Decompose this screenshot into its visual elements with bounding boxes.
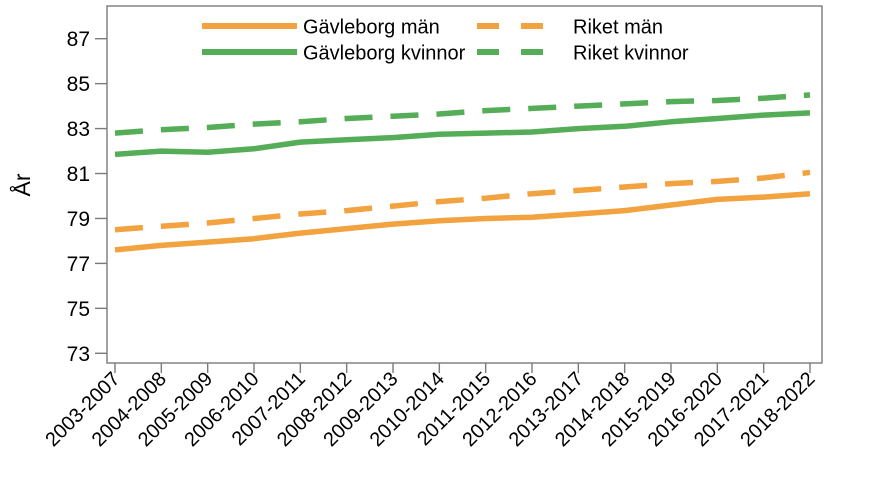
legend-label-0: Gävleborg män [303,17,440,39]
y-tick-label: 81 [67,163,90,186]
y-tick-label: 87 [67,28,90,51]
legend-label-3: Riket kvinnor [573,43,689,65]
series-line-0 [114,190,811,253]
y-tick-label: 85 [67,73,90,96]
series-line-3 [114,92,811,136]
series-line-1 [114,110,811,158]
plot-border [106,5,823,364]
y-tick-label: 83 [67,118,90,141]
y-tick-label: 75 [67,298,90,321]
legend-label-1: Gävleborg kvinnor [303,43,466,65]
plot-area: 73757779818385872003-20072004-20082005-2… [41,5,823,451]
series-line-2 [114,169,811,233]
legend-label-2: Riket män [573,17,663,39]
y-axis-title: År [8,173,35,196]
legend: Gävleborg män Gävleborg kvinnor Riket män R… [202,17,689,65]
y-tick-label: 79 [67,208,90,231]
y-tick-label: 73 [67,343,90,366]
y-tick-label: 77 [67,253,90,276]
